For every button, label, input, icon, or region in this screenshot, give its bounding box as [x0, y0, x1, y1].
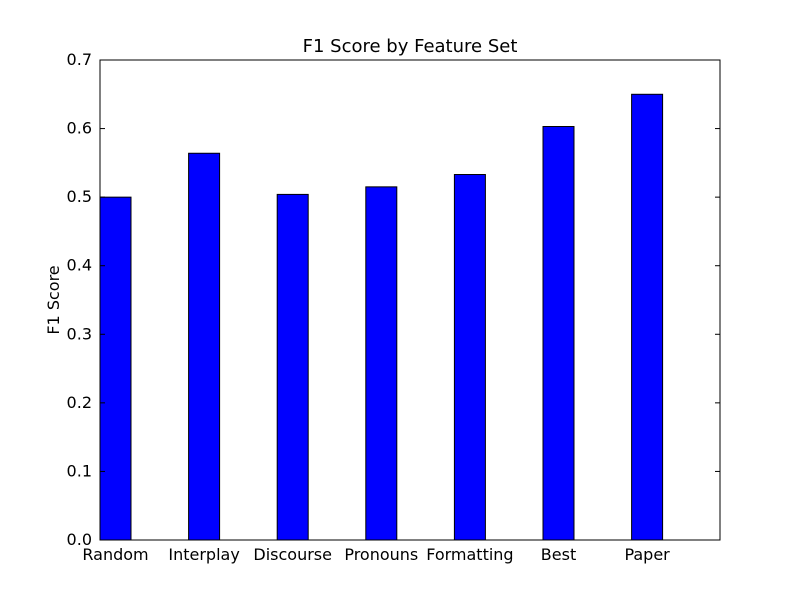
bar-best [542, 126, 575, 541]
bar-random [99, 196, 132, 541]
bar-interplay [188, 152, 221, 541]
y-tick-label: 0.1 [67, 461, 92, 480]
x-tick-label-formatting: Formatting [426, 545, 513, 564]
x-tick-label-discourse: Discourse [253, 545, 332, 564]
x-tick-label-interplay: Interplay [168, 545, 239, 564]
bar-formatting [453, 174, 486, 541]
y-tick-label: 0.5 [67, 187, 92, 206]
bar-discourse [276, 193, 309, 541]
plot-area-frame [99, 59, 721, 541]
y-tick-label: 0.4 [67, 256, 92, 275]
x-tick-label-pronouns: Pronouns [344, 545, 418, 564]
y-tick-label: 0.0 [67, 530, 92, 549]
x-tick-label-best: Best [541, 545, 576, 564]
y-axis-label: F1 Score [44, 265, 63, 334]
x-tick-label-paper: Paper [624, 545, 670, 564]
bars-layer [99, 93, 664, 541]
y-tick-label: 0.2 [67, 393, 92, 412]
y-tick-label: 0.3 [67, 324, 92, 343]
x-tick-label-random: Random [82, 545, 148, 564]
y-tick-label: 0.6 [67, 119, 92, 138]
y-tick-label: 0.7 [67, 50, 92, 69]
chart-title: F1 Score by Feature Set [303, 36, 518, 57]
bar-pronouns [365, 186, 398, 541]
tick-labels-layer: Random Interplay Discourse Pronouns Formatti… [67, 50, 671, 564]
bar-paper [631, 93, 664, 541]
